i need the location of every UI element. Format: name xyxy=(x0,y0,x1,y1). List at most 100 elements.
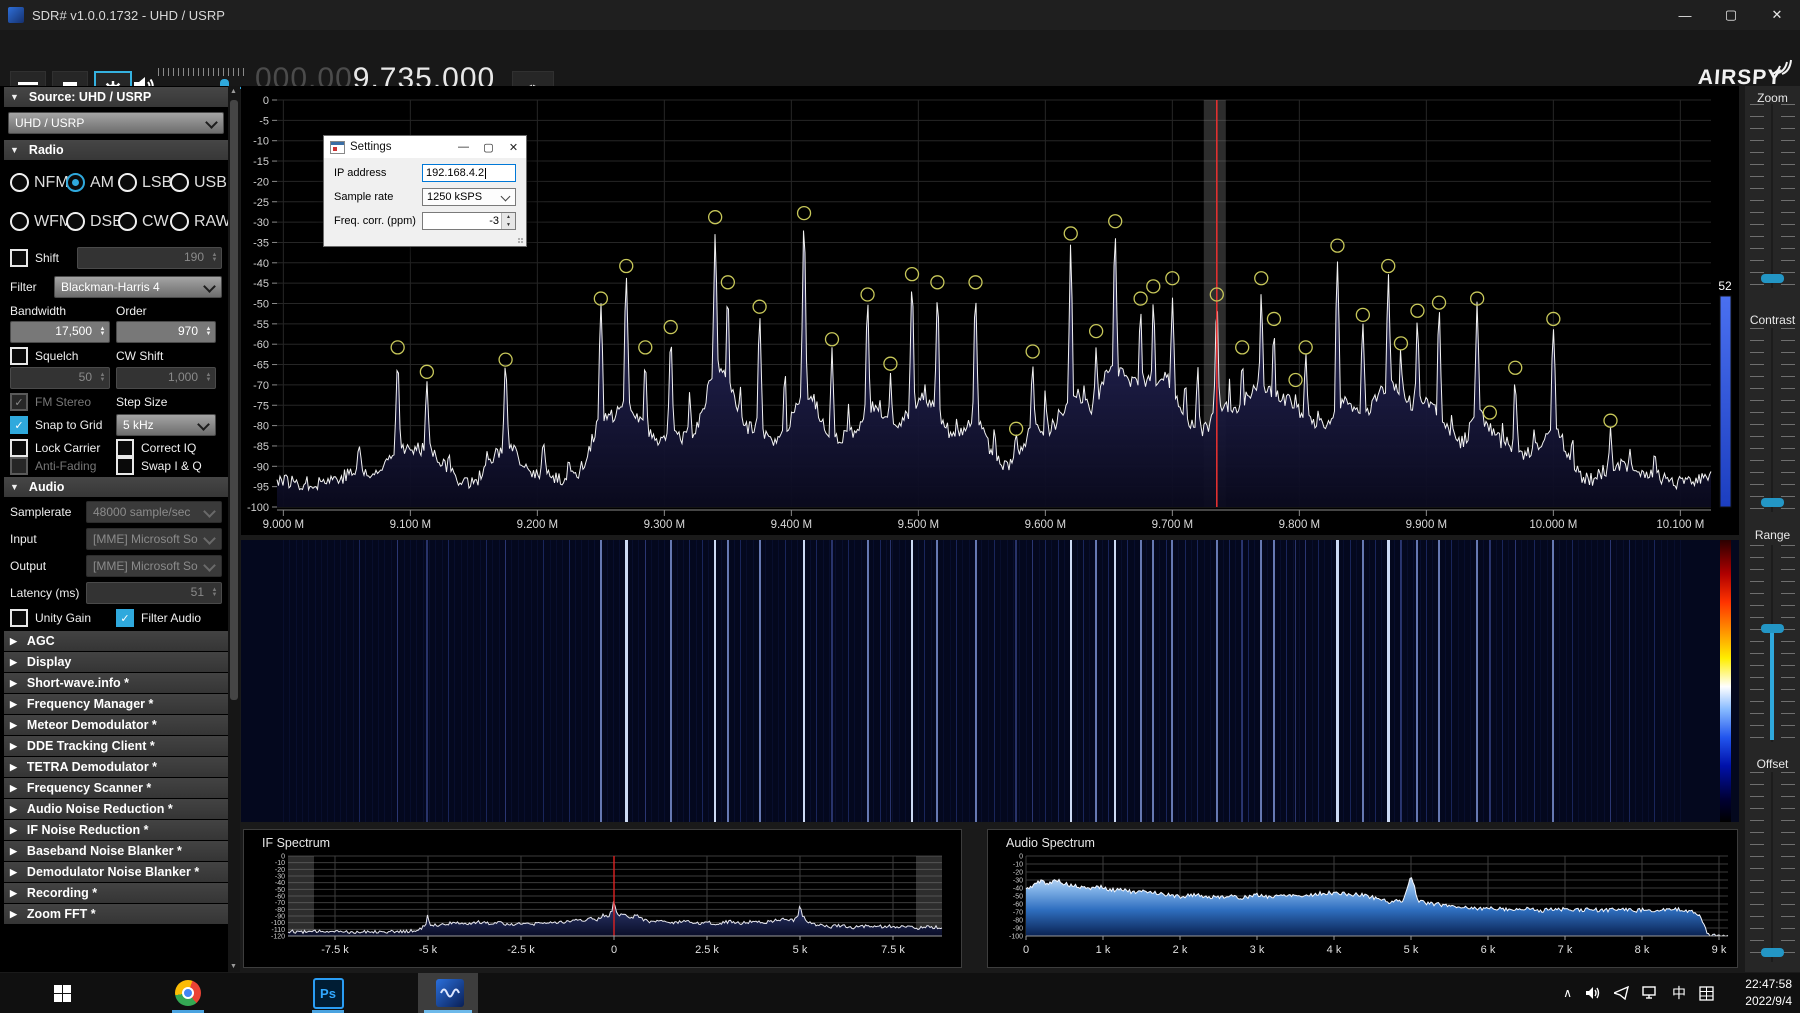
contrast-slider[interactable] xyxy=(1745,328,1800,512)
waterfall-display[interactable] xyxy=(241,540,1739,822)
spinner-arrows-icon[interactable]: ▲ ▼ xyxy=(205,372,212,383)
dialog-title-bar[interactable]: Settings — ▢ ✕ xyxy=(324,136,526,158)
mode-radio-raw[interactable]: RAW xyxy=(170,212,231,231)
spinner-buttons[interactable]: ▲ ▼ xyxy=(501,213,515,229)
zoom-slider[interactable] xyxy=(1745,104,1800,288)
section-header-meteor-demodulator[interactable]: ▶ Meteor Demodulator * xyxy=(4,715,228,735)
spinner-arrows-icon[interactable]: ▲ ▼ xyxy=(99,372,106,383)
taskbar-photoshop-button[interactable]: Ps xyxy=(310,973,346,1013)
range-slider[interactable] xyxy=(1745,545,1800,742)
radio-icon[interactable] xyxy=(170,212,189,231)
tray-network-icon[interactable] xyxy=(1642,986,1659,1000)
scrollbar-thumb[interactable] xyxy=(230,100,238,700)
output-dropdown[interactable]: [MME] Microsoft So xyxy=(86,554,222,577)
ip-address-input[interactable]: 192.168.4.2 xyxy=(422,164,516,182)
slider-thumb[interactable] xyxy=(1761,624,1784,633)
lock-carrier-checkbox[interactable] xyxy=(10,439,28,457)
section-header-radio[interactable]: ▼ Radio xyxy=(4,140,228,160)
spinner-arrows-icon[interactable]: ▲ ▼ xyxy=(211,586,218,598)
section-header-recording[interactable]: ▶ Recording * xyxy=(4,883,228,903)
shift-spinner[interactable]: 190 ▲ ▼ xyxy=(77,247,222,269)
squelch-spinner[interactable]: 50 ▲ ▼ xyxy=(10,367,110,389)
section-header-audio[interactable]: ▼ Audio xyxy=(4,477,228,497)
mode-radio-dsb[interactable]: DSB xyxy=(66,212,123,231)
step-size-dropdown[interactable]: 5 kHz xyxy=(116,414,216,436)
swap-iq-checkbox[interactable] xyxy=(116,457,134,475)
section-header-audio-noise-reduction[interactable]: ▶ Audio Noise Reduction * xyxy=(4,799,228,819)
radio-icon[interactable] xyxy=(66,212,85,231)
start-button[interactable] xyxy=(44,973,80,1013)
slider-thumb[interactable] xyxy=(1761,274,1784,283)
taskbar-clock[interactable]: 22:47:58 2022/9/4 xyxy=(1745,976,1792,1010)
tray-telegram-icon[interactable] xyxy=(1614,986,1629,1000)
section-header-source[interactable]: ▼ Source: UHD / USRP xyxy=(4,87,228,107)
snap-to-grid-checkbox[interactable]: ✓ xyxy=(10,416,28,434)
source-dropdown[interactable]: UHD / USRP xyxy=(8,112,224,134)
slider-thumb[interactable] xyxy=(1761,948,1784,957)
tray-ime-mode-icon[interactable] xyxy=(1699,985,1714,1001)
samplerate-dropdown[interactable]: 48000 sample/sec xyxy=(86,500,222,523)
section-header-baseband-noise-blanker[interactable]: ▶ Baseband Noise Blanker * xyxy=(4,841,228,861)
radio-icon[interactable] xyxy=(66,173,85,192)
freq-correction-input[interactable]: -3 ▲ ▼ xyxy=(422,212,516,230)
dialog-close-button[interactable]: ✕ xyxy=(508,141,519,154)
mode-radio-nfm[interactable]: NFM xyxy=(10,173,69,192)
mode-radio-usb[interactable]: USB xyxy=(170,173,228,192)
tray-expand-chevron-icon[interactable]: ∧ xyxy=(1563,986,1572,1000)
fm-stereo-checkbox[interactable]: ✓ xyxy=(10,393,28,411)
unity-gain-checkbox[interactable] xyxy=(10,609,28,627)
panel-scrollbar[interactable]: ▲ ▼ xyxy=(228,86,240,972)
section-header-frequency-manager[interactable]: ▶ Frequency Manager * xyxy=(4,694,228,714)
section-header-if-noise-reduction[interactable]: ▶ IF Noise Reduction * xyxy=(4,820,228,840)
resize-grip[interactable] xyxy=(518,238,524,244)
radio-icon[interactable] xyxy=(118,173,137,192)
minimize-button[interactable]: — xyxy=(1678,7,1692,23)
spin-up-icon[interactable]: ▲ xyxy=(502,213,515,221)
settings-dialog[interactable]: Settings — ▢ ✕ IP address 192.168.4.2 Samp… xyxy=(323,135,527,247)
cw-shift-spinner[interactable]: 1,000 ▲ ▼ xyxy=(116,367,216,389)
sample-rate-dropdown[interactable]: 1250 kSPS xyxy=(422,188,516,206)
section-header-agc[interactable]: ▶ AGC xyxy=(4,631,228,651)
squelch-checkbox[interactable] xyxy=(10,347,28,365)
section-header-frequency-scanner[interactable]: ▶ Frequency Scanner * xyxy=(4,778,228,798)
slider-thumb[interactable] xyxy=(1761,498,1784,507)
section-header-short-wave-info[interactable]: ▶ Short-wave.info * xyxy=(4,673,228,693)
spinner-arrows-icon[interactable]: ▲ ▼ xyxy=(205,326,212,337)
close-button[interactable]: ✕ xyxy=(1771,7,1783,22)
mode-radio-cw[interactable]: CW xyxy=(118,212,170,231)
section-header-zoom-fft[interactable]: ▶ Zoom FFT * xyxy=(4,904,228,924)
scroll-down-icon[interactable]: ▼ xyxy=(230,963,237,970)
shift-checkbox[interactable] xyxy=(10,249,28,267)
spinner-arrows-icon[interactable]: ▲ ▼ xyxy=(211,252,218,263)
mode-radio-am[interactable]: AM xyxy=(66,173,118,192)
tray-ime-language[interactable]: 中 xyxy=(1672,985,1686,1001)
mode-radio-wfm[interactable]: WFM xyxy=(10,212,72,231)
spin-down-icon[interactable]: ▼ xyxy=(502,221,515,229)
offset-slider[interactable] xyxy=(1745,772,1800,962)
radio-icon[interactable] xyxy=(118,212,137,231)
radio-icon[interactable] xyxy=(10,212,29,231)
radio-icon[interactable] xyxy=(10,173,29,192)
dialog-maximize-button[interactable]: ▢ xyxy=(483,141,494,154)
spinner-arrows-icon[interactable]: ▲ ▼ xyxy=(99,326,106,337)
mode-radio-lsb[interactable]: LSB xyxy=(118,173,172,192)
correct-iq-checkbox[interactable] xyxy=(116,439,134,457)
dialog-minimize-button[interactable]: — xyxy=(458,141,469,153)
filter-audio-checkbox[interactable]: ✓ xyxy=(116,609,134,627)
scroll-up-icon[interactable]: ▲ xyxy=(230,88,237,95)
section-header-display[interactable]: ▶ Display xyxy=(4,652,228,672)
maximize-button[interactable]: ▢ xyxy=(1724,7,1738,22)
tray-volume-icon[interactable] xyxy=(1585,986,1601,1000)
anti-fading-checkbox[interactable] xyxy=(10,457,28,475)
bandwidth-spinner[interactable]: 17,500 ▲ ▼ xyxy=(10,321,110,343)
latency-spinner[interactable]: 51 ▲ ▼ xyxy=(86,581,222,604)
taskbar-sdrsharp-button[interactable] xyxy=(432,973,468,1013)
order-spinner[interactable]: 970 ▲ ▼ xyxy=(116,321,216,343)
filter-dropdown[interactable]: Blackman-Harris 4 xyxy=(54,276,222,298)
section-header-demodulator-noise-blanker[interactable]: ▶ Demodulator Noise Blanker * xyxy=(4,862,228,882)
section-header-dde-tracking-client[interactable]: ▶ DDE Tracking Client * xyxy=(4,736,228,756)
spectrum-display[interactable]: 0 -5 -10 -15 -20 -25 -30 -35 -40 -45 -50 -55 -60 -65 -… xyxy=(241,86,1739,535)
taskbar-chrome-button[interactable] xyxy=(170,973,206,1013)
input-dropdown[interactable]: [MME] Microsoft So xyxy=(86,527,222,550)
radio-icon[interactable] xyxy=(170,173,189,192)
